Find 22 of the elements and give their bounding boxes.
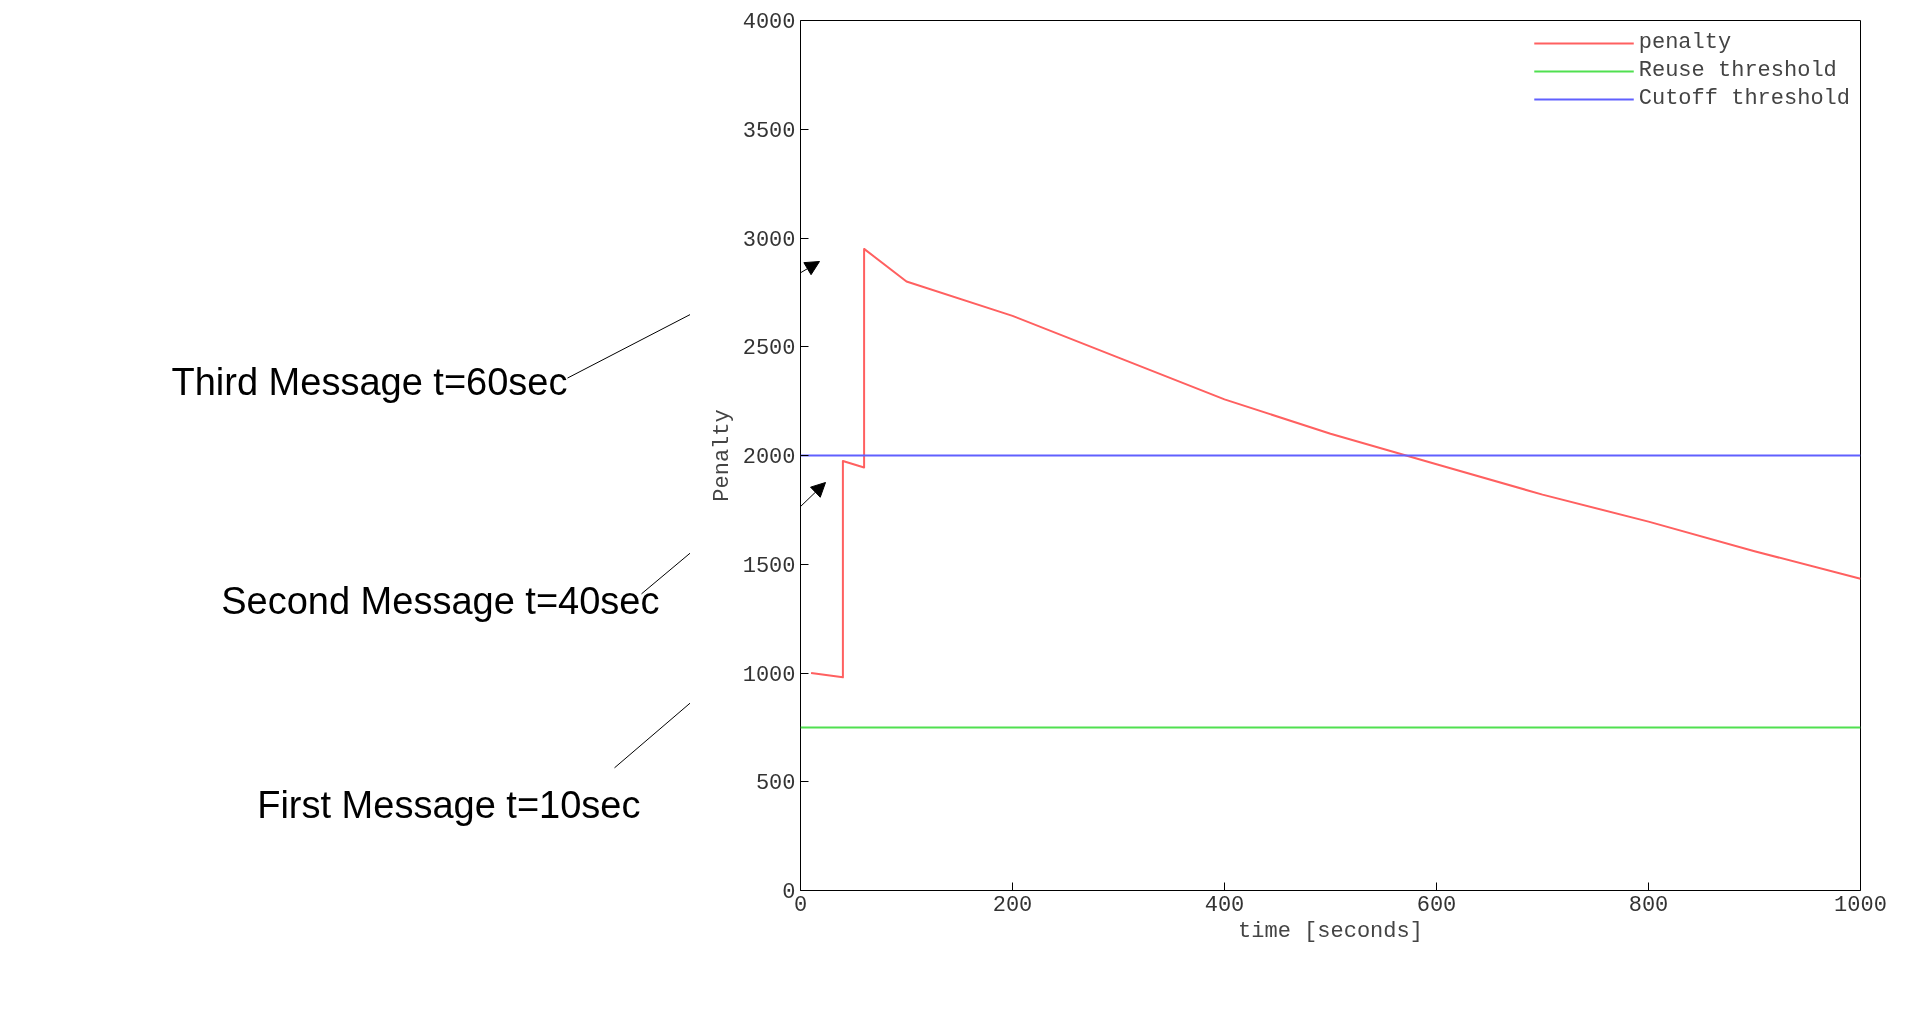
text: Second Message t=40sec	[221, 579, 660, 622]
y-tick-label: 2500	[742, 336, 796, 362]
y-tick-label: 500	[755, 771, 796, 797]
y-tick-label: 2000	[742, 445, 796, 470]
legend-label: Reuse threshold	[1638, 58, 1837, 83]
x-axis-title: time [seconds]	[1238, 918, 1423, 944]
y-tick-label: 4000	[742, 10, 796, 35]
y-axis-title: Penalty	[709, 409, 735, 502]
x-tick-label: 600	[1416, 892, 1457, 918]
x-tick-label: 400	[1204, 892, 1245, 918]
text: First Message t=10sec	[257, 784, 641, 827]
y-tick-label: 1000	[742, 662, 796, 688]
text: Third Message t=60sec	[171, 360, 568, 403]
line-series	[810, 247, 1861, 679]
legend-label: Cutoff threshold	[1638, 86, 1850, 111]
x-tick-label: 200	[992, 892, 1033, 918]
y-tick-label: 3500	[742, 118, 796, 144]
y-tick-label: 1500	[742, 553, 796, 579]
legend-label: penalty	[1638, 30, 1732, 55]
x-tick-label: 1000	[1834, 892, 1887, 918]
x-tick-label: 800	[1628, 892, 1669, 918]
y-tick-label: 3000	[742, 227, 796, 253]
